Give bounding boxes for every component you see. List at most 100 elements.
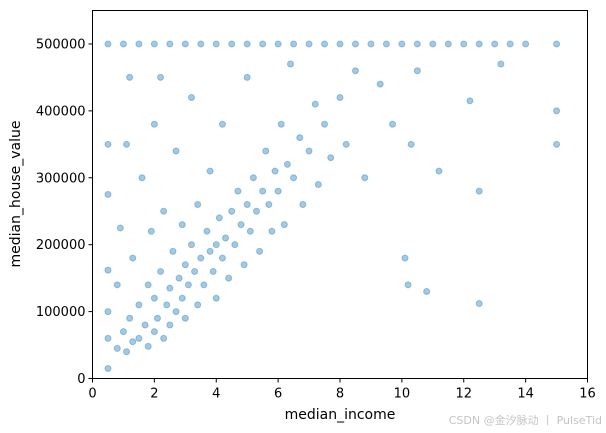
data-point bbox=[104, 364, 112, 372]
x-tick-label: 2 bbox=[150, 387, 158, 402]
data-point bbox=[398, 40, 406, 48]
data-point bbox=[175, 274, 183, 282]
data-point bbox=[184, 281, 192, 289]
data-point bbox=[166, 40, 174, 48]
data-point bbox=[150, 40, 158, 48]
data-point bbox=[181, 314, 189, 322]
data-point bbox=[197, 254, 205, 262]
data-point bbox=[491, 40, 499, 48]
data-point bbox=[194, 301, 202, 309]
data-point bbox=[351, 67, 359, 75]
data-point bbox=[314, 180, 322, 188]
data-point bbox=[290, 174, 298, 182]
data-point bbox=[231, 241, 239, 249]
data-point bbox=[475, 40, 483, 48]
y-tick-label: 100000 bbox=[36, 305, 86, 320]
data-point bbox=[249, 174, 257, 182]
data-point bbox=[262, 147, 270, 155]
data-point bbox=[215, 214, 223, 222]
x-axis-label: median_income bbox=[285, 407, 396, 423]
y-tick-label: 0 bbox=[77, 372, 85, 387]
data-point bbox=[157, 73, 165, 81]
data-point bbox=[181, 261, 189, 269]
data-point bbox=[172, 308, 180, 316]
data-point bbox=[212, 241, 220, 249]
data-point bbox=[228, 207, 236, 215]
data-point bbox=[321, 40, 329, 48]
data-point bbox=[144, 281, 152, 289]
plot-area-frame bbox=[92, 10, 588, 379]
data-point bbox=[361, 174, 369, 182]
y-axis-label: median_house_value bbox=[8, 121, 24, 268]
data-point bbox=[268, 227, 276, 235]
data-point bbox=[123, 348, 131, 356]
data-point bbox=[277, 120, 285, 128]
data-point bbox=[404, 281, 412, 289]
data-point bbox=[209, 267, 217, 275]
x-tick-label: 10 bbox=[394, 387, 411, 402]
data-point bbox=[240, 261, 248, 269]
data-point bbox=[178, 221, 186, 229]
x-tick-label: 0 bbox=[88, 387, 96, 402]
data-point bbox=[243, 73, 251, 81]
data-point bbox=[228, 40, 236, 48]
x-tick-label: 8 bbox=[336, 387, 344, 402]
data-point bbox=[429, 40, 437, 48]
data-point bbox=[169, 247, 177, 255]
data-point bbox=[382, 40, 390, 48]
data-point bbox=[104, 140, 112, 148]
data-point bbox=[203, 227, 211, 235]
data-point bbox=[466, 97, 474, 105]
data-point bbox=[321, 120, 329, 128]
data-point bbox=[163, 301, 171, 309]
data-point bbox=[104, 334, 112, 342]
data-point bbox=[144, 342, 152, 350]
data-point bbox=[119, 328, 127, 336]
x-tick-label: 16 bbox=[579, 387, 596, 402]
data-point bbox=[126, 73, 134, 81]
data-point bbox=[305, 147, 313, 155]
x-axis-ticks: 0 2 4 6 8 10 12 14 16 bbox=[88, 378, 596, 402]
data-point bbox=[376, 80, 384, 88]
y-tick-label: 300000 bbox=[36, 171, 86, 186]
data-point bbox=[191, 267, 199, 275]
data-point bbox=[178, 294, 186, 302]
data-point bbox=[243, 40, 251, 48]
data-point bbox=[367, 40, 375, 48]
data-point bbox=[299, 201, 307, 209]
data-point bbox=[104, 191, 112, 198]
data-point bbox=[274, 40, 282, 48]
data-point bbox=[460, 40, 468, 48]
data-point bbox=[153, 314, 161, 322]
data-point bbox=[280, 221, 288, 229]
data-point bbox=[218, 254, 226, 262]
data-points bbox=[104, 40, 561, 372]
data-point bbox=[135, 40, 143, 48]
data-point bbox=[413, 40, 421, 48]
data-point bbox=[222, 234, 230, 242]
data-point bbox=[150, 294, 158, 302]
data-point bbox=[553, 107, 561, 115]
data-point bbox=[113, 344, 121, 352]
data-point bbox=[172, 147, 180, 155]
data-point bbox=[290, 40, 298, 48]
data-point bbox=[138, 174, 146, 182]
data-point bbox=[246, 227, 254, 235]
data-point bbox=[166, 284, 174, 292]
data-point bbox=[259, 40, 267, 48]
data-point bbox=[522, 40, 530, 48]
data-point bbox=[311, 100, 319, 108]
data-point bbox=[188, 93, 195, 101]
data-point bbox=[135, 334, 143, 342]
watermark-text: CSDN @金汐脉动 丨 PulseTid bbox=[448, 414, 602, 427]
data-point bbox=[305, 40, 313, 48]
x-tick-label: 12 bbox=[455, 387, 472, 402]
data-point bbox=[435, 167, 443, 175]
data-point bbox=[218, 120, 226, 128]
data-point bbox=[336, 40, 344, 48]
data-point bbox=[237, 221, 245, 229]
data-point bbox=[157, 267, 165, 275]
y-tick-label: 200000 bbox=[36, 238, 86, 253]
data-point bbox=[234, 187, 242, 195]
data-point bbox=[197, 40, 205, 48]
